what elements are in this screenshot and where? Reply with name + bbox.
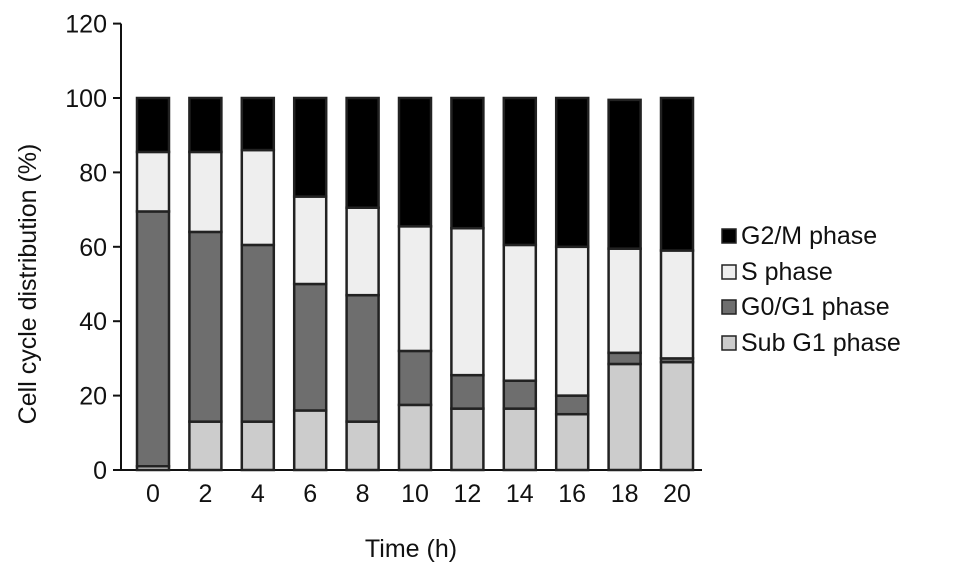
bar-g0-g1-phase-2: [188, 230, 223, 423]
bar-sub-g1-phase-20: [659, 360, 695, 472]
x-tick-label: 12: [453, 480, 481, 508]
bar-g2-m-phase-4: [240, 96, 276, 152]
legend-label: G0/G1 phase: [741, 293, 890, 321]
bar-s-phase-20: [659, 249, 695, 360]
x-tick-label: 20: [663, 480, 691, 508]
legend-label: Sub G1 phase: [741, 329, 901, 357]
legend-swatch: [721, 335, 737, 351]
bar-sub-g1-phase-4: [240, 420, 276, 472]
bar-s-phase-14: [502, 243, 538, 382]
bar-s-phase-8: [345, 206, 380, 297]
bar-g2-m-phase-14: [502, 96, 538, 247]
bar-g0-g1-phase-12: [450, 373, 485, 410]
y-tick-label: 20: [79, 383, 107, 411]
x-axis-label: Time (h): [365, 535, 457, 563]
y-tick-label: 40: [79, 308, 107, 336]
y-tick-label: 120: [65, 11, 107, 39]
x-tick-label: 2: [198, 480, 212, 508]
legend-swatch: [721, 264, 737, 280]
y-axis-label: Cell cycle distribution (%): [14, 144, 42, 425]
bar-g0-g1-phase-14: [502, 379, 538, 410]
bar-g0-g1-phase-8: [345, 293, 380, 423]
bar-sub-g1-phase-10: [397, 403, 433, 472]
x-tick-label: 18: [611, 480, 639, 508]
y-tick-label: 100: [65, 85, 107, 113]
bar-g2-m-phase-0: [135, 96, 171, 154]
x-tick-label: 10: [401, 480, 429, 508]
bar-g0-g1-phase-16: [554, 394, 590, 416]
bar-sub-g1-phase-16: [554, 412, 590, 472]
bar-sub-g1-phase-14: [502, 407, 538, 472]
bar-sub-g1-phase-8: [345, 420, 380, 472]
bar-g0-g1-phase-4: [240, 243, 276, 423]
legend-swatch: [721, 299, 737, 315]
x-tick-label: 4: [251, 480, 265, 508]
bar-g2-m-phase-12: [450, 96, 485, 230]
legend-swatch: [721, 228, 737, 244]
y-tick-label: 60: [79, 234, 107, 262]
x-tick-label: 14: [506, 480, 534, 508]
x-tick-label: 16: [558, 480, 586, 508]
bar-g0-g1-phase-10: [397, 349, 433, 407]
bar-s-phase-10: [397, 225, 433, 353]
x-tick-label: 6: [303, 480, 317, 508]
bar-sub-g1-phase-2: [188, 420, 223, 472]
bar-g2-m-phase-18: [607, 98, 642, 250]
bar-s-phase-2: [188, 150, 223, 234]
bar-g2-m-phase-20: [659, 96, 695, 252]
bar-s-phase-18: [607, 247, 642, 355]
bar-g0-g1-phase-18: [607, 351, 642, 366]
legend-label: G2/M phase: [741, 222, 877, 250]
x-tick-label: 0: [146, 480, 160, 508]
x-tick-label: 8: [356, 480, 370, 508]
bar-sub-g1-phase-18: [607, 362, 642, 472]
bar-g0-g1-phase-0: [135, 210, 171, 468]
bar-s-phase-16: [554, 245, 590, 397]
bar-g2-m-phase-8: [345, 96, 380, 209]
bar-g2-m-phase-6: [292, 96, 328, 198]
bar-g2-m-phase-16: [554, 96, 590, 249]
bar-s-phase-6: [292, 195, 328, 286]
bar-g0-g1-phase-6: [292, 282, 328, 412]
bar-sub-g1-phase-12: [450, 407, 485, 472]
bar-s-phase-12: [450, 226, 485, 377]
bar-sub-g1-phase-6: [292, 409, 328, 472]
bar-s-phase-4: [240, 148, 276, 247]
bar-s-phase-0: [135, 150, 171, 213]
y-tick-label: 0: [93, 457, 107, 485]
legend-label: S phase: [741, 258, 833, 286]
bar-g2-m-phase-10: [397, 96, 433, 228]
y-tick-label: 80: [79, 159, 107, 187]
bar-g2-m-phase-2: [188, 96, 223, 154]
